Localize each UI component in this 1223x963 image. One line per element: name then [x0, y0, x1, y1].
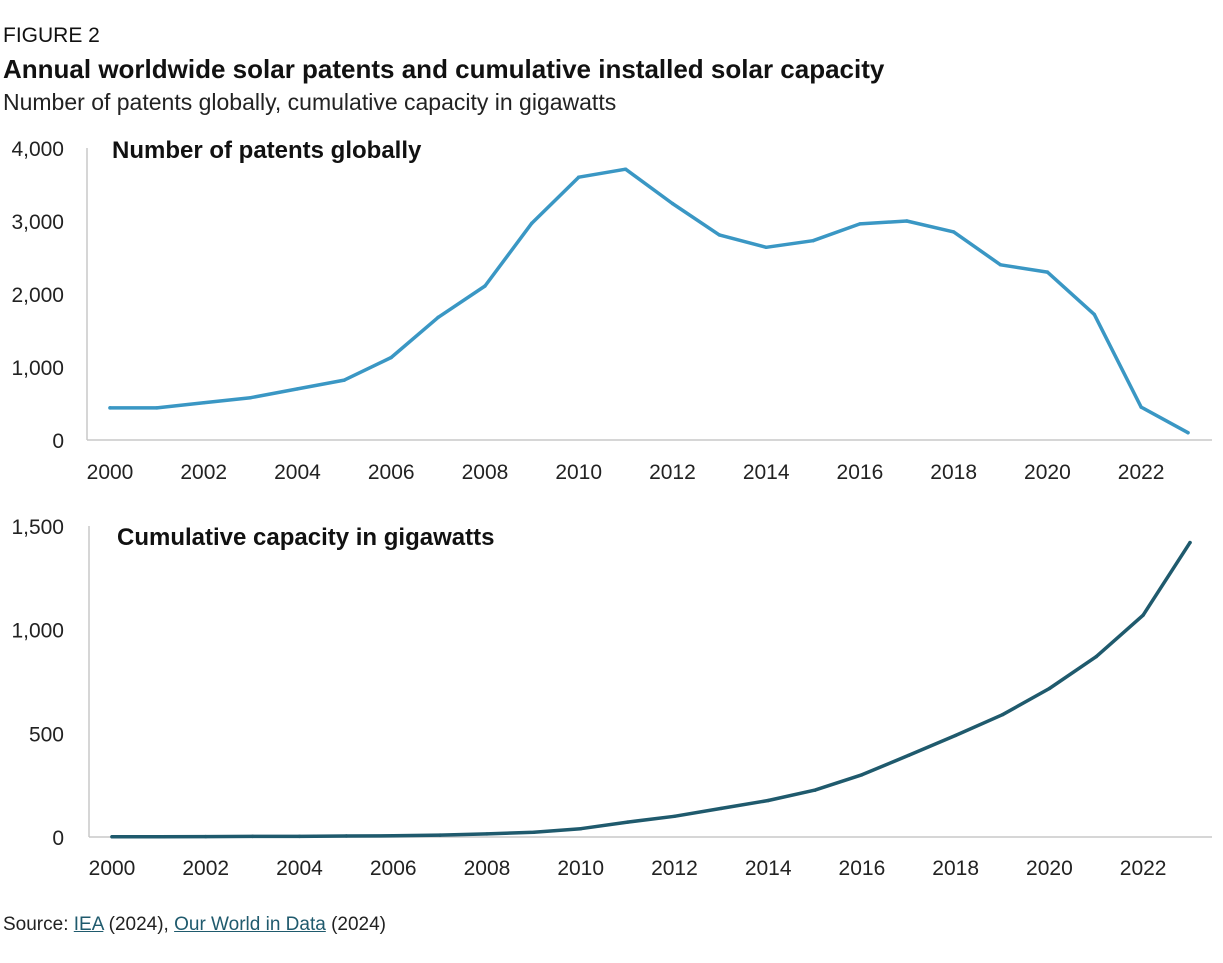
patents-data-point — [764, 245, 768, 249]
patents-data-point — [623, 167, 628, 171]
capacity-x-tick-label: 2016 — [839, 857, 886, 880]
capacity-data-point — [625, 820, 630, 824]
patents-x-tick-label: 2016 — [837, 461, 884, 484]
patents-x-tick-label: 2000 — [87, 461, 134, 484]
capacity-data-point — [1188, 540, 1192, 545]
patents-data-point — [1139, 405, 1143, 409]
patents-data-point — [436, 315, 440, 320]
capacity-series-line — [110, 540, 1192, 839]
capacity-y-tick-label: 1,000 — [11, 620, 64, 643]
patents-data-point — [670, 201, 675, 206]
patents-chart: 0 1,000 2,000 3,000 4,000 2000 2002 2004 2006 200… — [11, 137, 1212, 484]
capacity-data-point — [813, 788, 817, 792]
figure-title: Annual worldwide solar patents and cumul… — [3, 54, 885, 84]
patents-data-point — [1045, 270, 1050, 274]
patents-data-point — [858, 222, 862, 226]
patents-y-tick-label: 4,000 — [11, 138, 64, 161]
capacity-data-point — [391, 834, 395, 838]
patents-x-tick-label: 2008 — [462, 461, 509, 484]
capacity-x-tick-label: 2014 — [745, 857, 792, 880]
capacity-x-tick-label: 2006 — [370, 857, 417, 880]
patents-data-point — [155, 406, 159, 410]
patents-x-tick-label: 2018 — [930, 461, 977, 484]
capacity-data-point — [953, 733, 958, 738]
capacity-y-tick-label: 500 — [29, 723, 64, 746]
capacity-data-point — [344, 834, 349, 838]
capacity-x-tick-label: 2004 — [276, 857, 323, 880]
patents-x-tick-label: 2020 — [1024, 461, 1071, 484]
patents-data-point — [295, 387, 300, 391]
patents-y-tick-label: 3,000 — [11, 211, 64, 234]
patents-y-tick-label: 2,000 — [11, 284, 64, 307]
patents-series-line — [108, 167, 1190, 435]
patents-data-point — [576, 175, 581, 179]
capacity-data-point — [1141, 613, 1145, 617]
patents-x-tick-label: 2006 — [368, 461, 415, 484]
capacity-data-point — [110, 835, 114, 839]
capacity-data-point — [157, 835, 161, 839]
capacity-data-point — [250, 834, 255, 839]
patents-data-point — [1186, 431, 1190, 435]
capacity-x-tick-label: 2022 — [1120, 857, 1167, 880]
capacity-data-point — [1094, 654, 1098, 659]
capacity-data-point — [1047, 686, 1052, 691]
patents-data-point — [951, 230, 956, 234]
capacity-x-tick-label: 2000 — [89, 857, 136, 880]
figure-label: FIGURE 2 — [3, 24, 100, 47]
patents-data-point — [717, 233, 722, 237]
capacity-data-point — [907, 753, 911, 758]
patents-data-point — [1092, 312, 1096, 317]
patents-y-tick-label: 0 — [52, 430, 64, 453]
patents-data-point — [811, 239, 815, 243]
patents-x-tick-label: 2002 — [180, 461, 227, 484]
source-note: Source: IEA (2024), Our World in Data (2… — [3, 914, 386, 936]
figure-subtitle: Number of patents globally, cumulative c… — [3, 89, 617, 115]
patents-chart-title: Number of patents globally — [112, 137, 422, 164]
source-suffix: (2024) — [325, 914, 387, 935]
capacity-data-point — [719, 806, 724, 811]
patents-data-point — [530, 221, 534, 225]
capacity-data-point — [1000, 712, 1005, 717]
capacity-x-tick-label: 2002 — [182, 857, 229, 880]
capacity-data-point — [672, 814, 677, 818]
capacity-y-tick-label: 0 — [52, 827, 64, 850]
patents-data-point — [202, 401, 206, 405]
capacity-data-point — [204, 834, 208, 839]
capacity-data-point — [297, 834, 302, 839]
capacity-x-tick-label: 2008 — [464, 857, 511, 880]
capacity-data-point — [766, 798, 770, 803]
source-mid: (2024), — [103, 914, 175, 935]
capacity-data-point — [485, 832, 489, 836]
capacity-x-tick-label: 2018 — [932, 857, 979, 880]
patents-x-tick-label: 2004 — [274, 461, 321, 484]
patents-x-tick-label: 2022 — [1118, 461, 1165, 484]
source-link-owid[interactable]: Our World in Data — [174, 914, 326, 935]
patents-data-point — [483, 284, 487, 288]
patents-data-point — [905, 219, 909, 223]
patents-data-point — [248, 395, 253, 400]
capacity-chart: 0 500 1,000 1,500 2000 2002 2004 2006 2008 2010 20… — [11, 516, 1212, 880]
patents-x-tick-label: 2014 — [743, 461, 790, 484]
capacity-data-point — [578, 827, 583, 831]
patents-x-tick-label: 2010 — [555, 461, 602, 484]
patents-data-point — [342, 378, 347, 382]
capacity-x-tick-label: 2020 — [1026, 857, 1073, 880]
capacity-data-point — [532, 830, 536, 834]
capacity-data-point — [438, 833, 442, 837]
capacity-data-point — [860, 773, 864, 777]
source-link-iea[interactable]: IEA — [73, 914, 104, 935]
capacity-chart-title: Cumulative capacity in gigawatts — [117, 524, 494, 551]
capacity-y-tick-label: 1,500 — [11, 516, 64, 539]
capacity-x-tick-label: 2010 — [557, 857, 604, 880]
source-prefix: Source: — [3, 914, 74, 935]
patents-y-tick-label: 1,000 — [11, 357, 64, 380]
patents-x-tick-label: 2012 — [649, 461, 696, 484]
patents-data-point — [389, 355, 393, 360]
patents-data-point — [108, 406, 112, 410]
patents-data-point — [998, 263, 1003, 267]
capacity-x-tick-label: 2012 — [651, 857, 698, 880]
